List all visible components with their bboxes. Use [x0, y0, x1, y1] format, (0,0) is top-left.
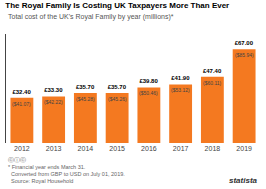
svg-text:Converted from GBP to USD on J: Converted from GBP to USD on July 01, 20… [8, 171, 125, 177]
svg-text:($45.28): ($45.28) [76, 96, 95, 102]
svg-text:* Financial year ends March 31: * Financial year ends March 31. [8, 164, 86, 170]
svg-text:($41.07): ($41.07) [12, 101, 31, 107]
svg-text:2013: 2013 [46, 145, 62, 152]
svg-text:2016: 2016 [141, 145, 157, 152]
svg-text:£41.90: £41.90 [171, 75, 190, 81]
svg-text:($45.26): ($45.26) [108, 96, 127, 102]
svg-text:£35.70: £35.70 [76, 84, 95, 90]
svg-text:£32.40: £32.40 [12, 89, 31, 95]
svg-text:statista: statista [229, 176, 258, 185]
svg-text:£33.30: £33.30 [44, 87, 63, 93]
svg-text:($50.46): ($50.46) [139, 90, 158, 96]
svg-text:£67.00: £67.00 [235, 40, 254, 46]
svg-text:($60.11): ($60.11) [203, 80, 222, 86]
svg-text:($53.12): ($53.12) [171, 87, 190, 93]
svg-text:2014: 2014 [78, 145, 94, 152]
svg-text:Total cost of the UK's Royal F: Total cost of the UK's Royal Family by y… [8, 13, 174, 21]
svg-text:2017: 2017 [173, 145, 189, 152]
svg-text:ⓒⓘⓒ: ⓒⓘⓒ [8, 157, 26, 163]
svg-text:2018: 2018 [205, 145, 221, 152]
svg-text:£47.40: £47.40 [203, 68, 222, 74]
svg-text:£39.80: £39.80 [139, 78, 158, 84]
svg-text:($85.94): ($85.94) [235, 52, 254, 58]
svg-text:2019: 2019 [236, 145, 252, 152]
svg-text:2015: 2015 [109, 145, 125, 152]
svg-text:($42.22): ($42.22) [44, 99, 63, 105]
svg-text:Source: Royal Household: Source: Royal Household [8, 178, 73, 184]
svg-text:The Royal Family Is Costing UK: The Royal Family Is Costing UK Taxpayers… [5, 1, 229, 10]
svg-text:2012: 2012 [14, 145, 30, 152]
svg-text:£35.70: £35.70 [108, 84, 127, 90]
